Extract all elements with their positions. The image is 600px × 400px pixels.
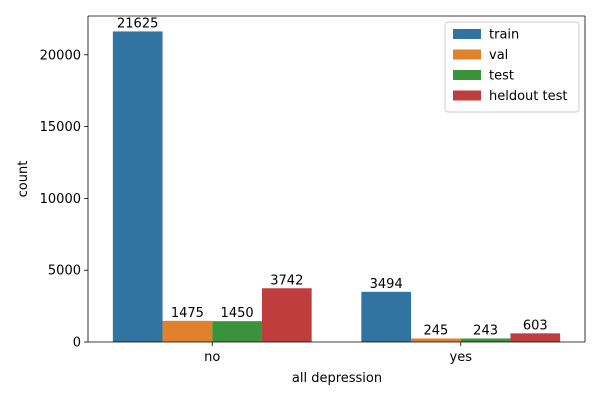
bar-heldout-test-no <box>261 288 312 342</box>
x-tick-label-no: no <box>204 350 220 365</box>
legend-label-test: test <box>489 69 514 84</box>
y-tick-label: 10000 <box>40 192 81 207</box>
y-tick-label: 20000 <box>40 48 81 63</box>
legend-swatch-heldout-test <box>453 90 481 101</box>
bar-test-no <box>212 321 262 342</box>
x-axis-label: all depression <box>292 371 382 386</box>
legend-label-heldout-test: heldout test <box>489 89 568 104</box>
legend-swatch-val <box>453 49 481 60</box>
legend-label-train: train <box>489 28 519 43</box>
data-label-heldout-test-no: 3742 <box>270 273 303 288</box>
data-label-test-yes: 243 <box>473 324 498 339</box>
data-label-test-no: 1450 <box>221 306 254 321</box>
data-label-train-yes: 3494 <box>370 277 403 292</box>
data-label-heldout-test-yes: 603 <box>523 318 548 333</box>
bar-val-no <box>162 320 213 342</box>
data-label-val-no: 1475 <box>171 306 204 321</box>
legend-swatch-train <box>453 29 481 39</box>
bar-heldout-test-yes <box>510 333 561 342</box>
y-tick-label: 0 <box>73 336 81 351</box>
x-tick-label-yes: yes <box>450 350 473 365</box>
data-label-val-yes: 245 <box>423 323 448 338</box>
y-tick-label: 5000 <box>48 264 81 279</box>
y-axis-label: count <box>16 161 31 198</box>
bar-train-yes <box>361 291 412 342</box>
legend: train val test heldout test <box>444 21 580 113</box>
legend-swatch-test <box>453 70 481 80</box>
bar-val-yes <box>411 338 461 342</box>
data-label-train-no: 21625 <box>117 16 158 31</box>
bar-train-no <box>112 31 163 343</box>
data-labels-layer: 21625 1475 1450 3742 3494 245 243 603 <box>117 16 548 338</box>
legend-box <box>444 21 580 113</box>
bar-test-yes <box>460 338 511 342</box>
y-tick-label: 15000 <box>40 120 81 135</box>
axes-layer: 0 5000 10000 15000 20000 no yes <box>40 15 586 365</box>
bars-layer <box>112 31 561 343</box>
legend-label-val: val <box>489 48 508 63</box>
